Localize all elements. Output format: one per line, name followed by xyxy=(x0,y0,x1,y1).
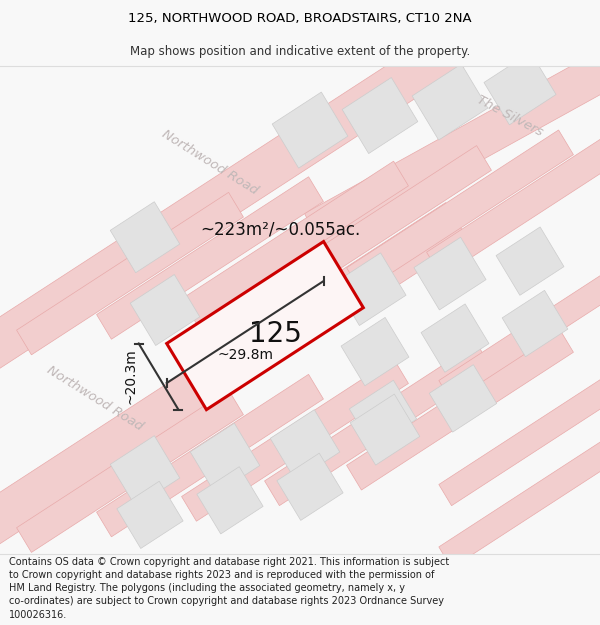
Text: Map shows position and indicative extent of the property.: Map shows position and indicative extent… xyxy=(130,45,470,58)
Polygon shape xyxy=(97,177,323,339)
Text: ~29.8m: ~29.8m xyxy=(217,348,273,362)
Polygon shape xyxy=(304,18,600,248)
Polygon shape xyxy=(197,467,263,534)
Polygon shape xyxy=(421,304,489,372)
Text: Northwood Road: Northwood Road xyxy=(160,127,260,198)
Polygon shape xyxy=(349,380,417,448)
Polygon shape xyxy=(117,481,183,549)
Polygon shape xyxy=(190,423,260,494)
Polygon shape xyxy=(439,270,600,402)
Text: Contains OS data © Crown copyright and database right 2021. This information is : Contains OS data © Crown copyright and d… xyxy=(9,557,449,619)
Polygon shape xyxy=(265,343,491,506)
Polygon shape xyxy=(0,202,468,625)
Polygon shape xyxy=(496,227,564,295)
Polygon shape xyxy=(0,0,558,391)
Polygon shape xyxy=(350,394,420,465)
Polygon shape xyxy=(110,436,180,507)
Polygon shape xyxy=(17,192,244,355)
Text: Northwood Road: Northwood Road xyxy=(44,364,145,433)
Polygon shape xyxy=(502,291,568,357)
Polygon shape xyxy=(347,328,574,490)
Polygon shape xyxy=(270,410,340,481)
Text: 125: 125 xyxy=(248,320,301,348)
Polygon shape xyxy=(347,130,574,292)
Polygon shape xyxy=(182,359,409,521)
Text: ~223m²/~0.055ac.: ~223m²/~0.055ac. xyxy=(200,221,360,239)
Text: 125, NORTHWOOD ROAD, BROADSTAIRS, CT10 2NA: 125, NORTHWOOD ROAD, BROADSTAIRS, CT10 2… xyxy=(128,12,472,25)
Polygon shape xyxy=(439,437,600,568)
Polygon shape xyxy=(341,318,409,386)
Polygon shape xyxy=(427,114,600,277)
Text: The Silvers: The Silvers xyxy=(475,92,545,138)
Polygon shape xyxy=(265,146,491,308)
Polygon shape xyxy=(182,161,409,324)
Polygon shape xyxy=(484,52,556,125)
Polygon shape xyxy=(334,253,406,326)
Polygon shape xyxy=(17,390,244,552)
Polygon shape xyxy=(110,202,180,272)
Polygon shape xyxy=(97,374,323,537)
Polygon shape xyxy=(130,274,200,346)
Polygon shape xyxy=(414,238,486,310)
Polygon shape xyxy=(412,64,488,140)
Polygon shape xyxy=(439,374,600,506)
Polygon shape xyxy=(429,364,497,432)
Polygon shape xyxy=(342,78,418,154)
Polygon shape xyxy=(277,453,343,521)
Polygon shape xyxy=(272,92,348,168)
Text: ~20.3m: ~20.3m xyxy=(124,349,137,404)
Polygon shape xyxy=(167,241,364,409)
